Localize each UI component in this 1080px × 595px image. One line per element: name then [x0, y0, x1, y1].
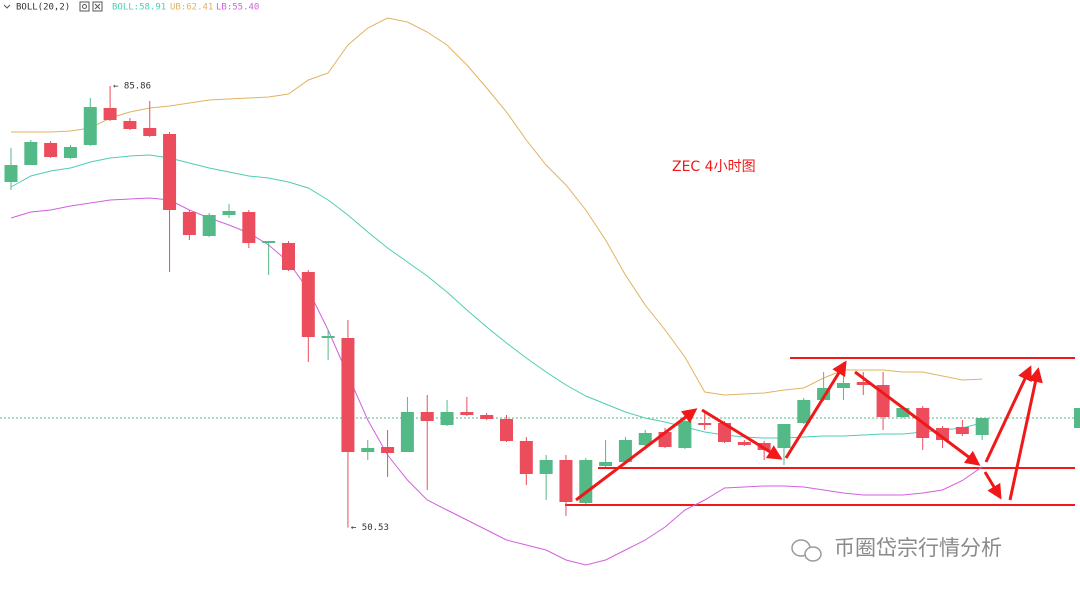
candle-body: [718, 423, 732, 442]
candle-body: [222, 211, 236, 215]
candle-body: [955, 427, 969, 434]
arrow: [854, 370, 981, 466]
candle-body: [737, 442, 751, 445]
candle-body: [4, 165, 18, 182]
legend-entry: LB:55.40: [216, 3, 259, 13]
candle-body: [44, 143, 58, 157]
candle-body: [202, 215, 216, 236]
candle-body: [876, 385, 890, 417]
candle-body: [123, 121, 137, 129]
candle-body: [836, 383, 850, 388]
last-price-tag: [1074, 408, 1080, 428]
candle-body: [301, 272, 315, 337]
price-annotation: ← 50.53: [351, 523, 389, 533]
candle-body: [63, 147, 77, 158]
candle-body: [163, 134, 177, 210]
candle-body: [440, 412, 454, 425]
collapse-icon[interactable]: [3, 4, 11, 9]
trend-arrows: [575, 360, 1043, 502]
candle-body: [500, 419, 513, 441]
candle-body: [103, 108, 117, 120]
settings-icon[interactable]: [79, 1, 90, 12]
candle-body: [262, 241, 276, 243]
candle-body: [519, 441, 533, 474]
arrow: [984, 365, 1032, 463]
candle-body: [341, 338, 355, 452]
legend-entry: BOLL:58.91: [112, 3, 166, 13]
watermark: 币圈岱宗行情分析: [791, 536, 1002, 562]
chart-layers: ← 85.86 ← 50.53: [0, 17, 1080, 566]
candle-body: [182, 212, 196, 235]
candle-body: [975, 418, 989, 435]
boll-line: [11, 17, 983, 396]
candle-body: [618, 440, 632, 462]
candle-body: [678, 421, 692, 448]
candle-body: [777, 424, 791, 448]
candle-body: [638, 433, 652, 445]
candle-body: [381, 447, 395, 453]
candle-body: [936, 428, 950, 440]
candle-body: [400, 412, 414, 452]
indicator-name: BOLL(20,2): [16, 3, 70, 13]
chart-title: ZEC 4小时图: [672, 159, 756, 175]
candle-body: [539, 460, 553, 474]
legend-entry: UB:62.41: [170, 3, 213, 13]
candle-body: [480, 415, 494, 419]
candle-body: [361, 448, 375, 452]
arrow: [1008, 367, 1043, 501]
indicator-header: BOLL(20,2) BOLL:58.91 UB:62.41 LB:55.40: [3, 1, 259, 13]
candle-body: [83, 107, 97, 145]
boll-line: [10, 154, 983, 439]
candle-body: [856, 382, 870, 385]
close-icon-x: [94, 3, 101, 10]
candle-body: [321, 336, 335, 338]
watermark-text: 币圈岱宗行情分析: [834, 536, 1002, 560]
arrow: [784, 360, 847, 459]
close-icon[interactable]: [92, 1, 103, 12]
boll-line: [10, 197, 983, 566]
candle-body: [460, 412, 474, 415]
candle-body: [143, 128, 157, 136]
candle-body: [698, 423, 712, 425]
candle-body: [579, 460, 593, 503]
candle-body: [559, 460, 573, 502]
arrow: [701, 408, 783, 460]
candle-body: [24, 142, 38, 165]
arrow: [983, 471, 1002, 500]
candle-body: [896, 408, 910, 417]
watermark-icon: [804, 546, 822, 562]
candle-body: [281, 243, 295, 270]
candle-body: [420, 412, 434, 421]
price-annotation: ← 85.86: [113, 82, 151, 92]
candle-body: [242, 212, 256, 243]
candle-body: [599, 462, 613, 466]
candle-body: [797, 400, 811, 423]
arrow: [575, 408, 698, 502]
settings-icon-gear: [82, 4, 87, 9]
